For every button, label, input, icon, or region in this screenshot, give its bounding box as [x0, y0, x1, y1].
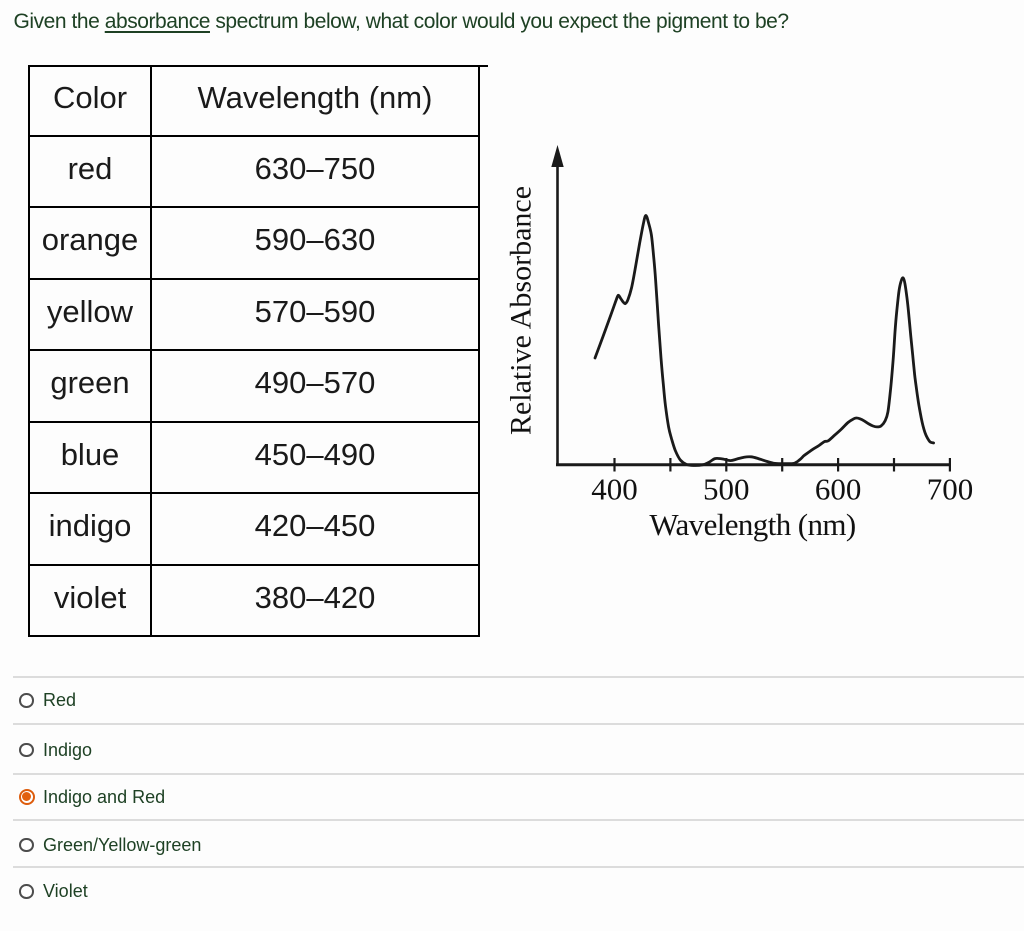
svg-text:500: 500: [703, 472, 750, 507]
svg-text:400: 400: [591, 472, 638, 507]
svg-text:Wavelength (nm): Wavelength (nm): [649, 507, 855, 542]
svg-text:600: 600: [815, 472, 862, 507]
svg-text:Relative Absorbance: Relative Absorbance: [505, 186, 538, 435]
svg-text:700: 700: [927, 472, 974, 507]
